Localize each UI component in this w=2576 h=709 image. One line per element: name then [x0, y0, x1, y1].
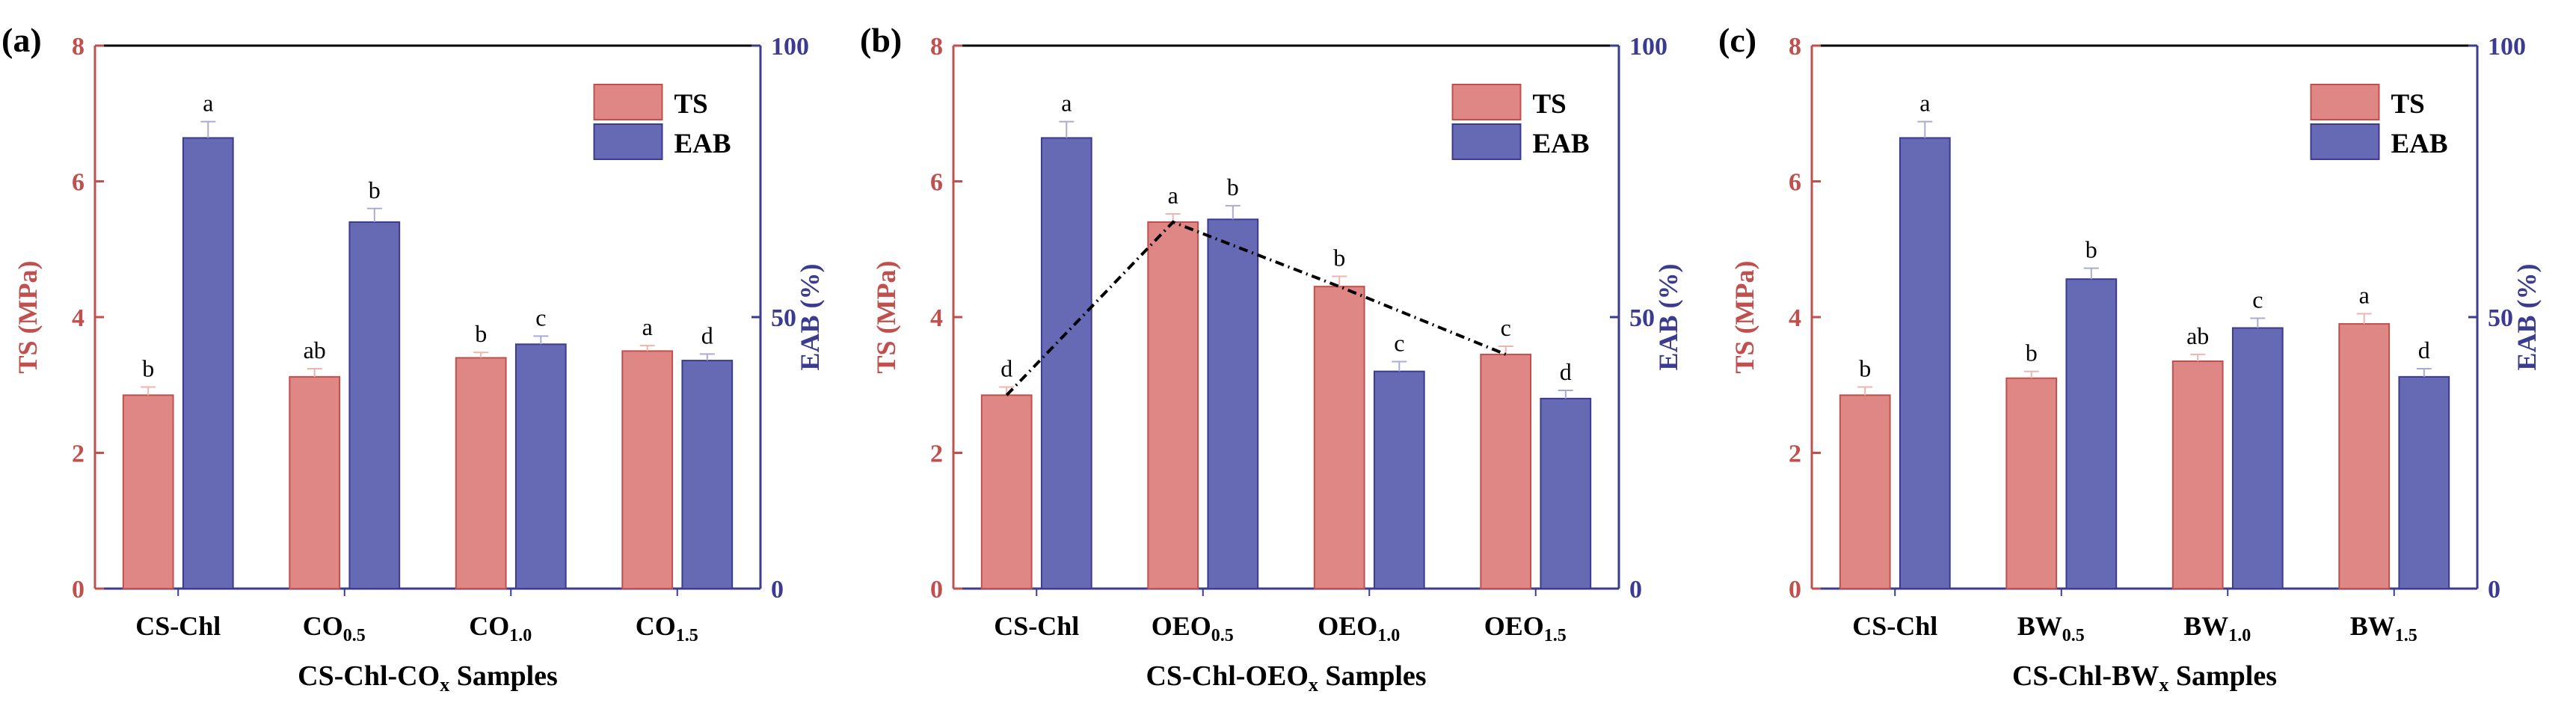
svg-text:EAB: EAB — [1533, 129, 1590, 159]
svg-text:100: 100 — [2488, 33, 2526, 61]
svg-text:b: b — [1859, 354, 1871, 381]
svg-text:0: 0 — [72, 576, 84, 604]
svg-text:c: c — [1394, 330, 1404, 357]
svg-text:CS-Chl-OEOx Samples: CS-Chl-OEOx Samples — [1146, 660, 1426, 696]
svg-text:100: 100 — [1629, 33, 1667, 61]
svg-text:6: 6 — [72, 169, 84, 197]
svg-text:(c): (c) — [1718, 21, 1756, 59]
svg-text:d: d — [1000, 354, 1012, 381]
svg-text:EAB (%): EAB (%) — [2512, 264, 2542, 371]
svg-text:c: c — [2252, 286, 2263, 313]
svg-text:0: 0 — [930, 576, 943, 604]
svg-text:2: 2 — [1789, 441, 1801, 468]
svg-text:c: c — [1501, 314, 1511, 341]
svg-text:TS: TS — [674, 89, 708, 120]
svg-text:d: d — [2418, 337, 2430, 363]
svg-text:a: a — [1168, 182, 1178, 209]
svg-text:0: 0 — [771, 576, 784, 604]
svg-text:a: a — [1061, 90, 1072, 117]
svg-text:(b): (b) — [860, 21, 902, 59]
svg-text:50: 50 — [771, 304, 796, 332]
svg-text:EAB: EAB — [674, 129, 731, 159]
svg-text:a: a — [2359, 281, 2370, 308]
svg-text:a: a — [203, 90, 213, 117]
svg-text:CS-Chl: CS-Chl — [135, 611, 221, 641]
svg-text:b: b — [1333, 245, 1345, 271]
svg-text:8: 8 — [1789, 33, 1801, 61]
svg-text:ab: ab — [304, 337, 326, 363]
svg-text:a: a — [1919, 90, 1930, 117]
svg-text:0: 0 — [1789, 576, 1801, 604]
svg-text:EAB (%): EAB (%) — [1653, 264, 1683, 371]
svg-text:2: 2 — [930, 441, 943, 468]
svg-text:CS-Chl-COx Samples: CS-Chl-COx Samples — [298, 660, 558, 696]
svg-text:b: b — [2026, 340, 2038, 366]
svg-text:TS: TS — [2391, 89, 2425, 120]
svg-text:b: b — [142, 354, 154, 381]
svg-text:TS (MPa): TS (MPa) — [1730, 261, 1759, 374]
svg-text:EAB (%): EAB (%) — [795, 264, 825, 371]
svg-text:ab: ab — [2186, 322, 2209, 349]
svg-text:8: 8 — [72, 33, 84, 61]
svg-text:50: 50 — [2488, 304, 2513, 332]
svg-text:CS-Chl-BWx Samples: CS-Chl-BWx Samples — [2012, 660, 2277, 696]
svg-text:0: 0 — [2488, 576, 2500, 604]
svg-text:4: 4 — [1789, 304, 1801, 332]
svg-text:TS (MPa): TS (MPa) — [13, 261, 43, 374]
svg-text:b: b — [475, 320, 487, 347]
svg-text:CS-Chl: CS-Chl — [994, 611, 1079, 641]
svg-text:4: 4 — [72, 304, 84, 332]
svg-text:6: 6 — [1789, 169, 1801, 197]
svg-text:2: 2 — [72, 441, 84, 468]
svg-text:50: 50 — [1629, 304, 1655, 332]
svg-text:(a): (a) — [1, 21, 42, 59]
svg-text:b: b — [369, 177, 381, 203]
svg-text:100: 100 — [771, 33, 809, 61]
svg-text:6: 6 — [930, 169, 943, 197]
svg-text:a: a — [642, 313, 653, 340]
svg-text:TS: TS — [1533, 89, 1567, 120]
svg-text:4: 4 — [930, 304, 943, 332]
svg-text:d: d — [701, 322, 713, 349]
svg-text:b: b — [2085, 236, 2097, 263]
svg-text:CS-Chl: CS-Chl — [1852, 611, 1937, 641]
svg-text:0: 0 — [1629, 576, 1642, 604]
svg-text:8: 8 — [930, 33, 943, 61]
svg-text:d: d — [1560, 358, 1572, 385]
svg-text:b: b — [1227, 174, 1239, 200]
svg-text:c: c — [535, 304, 546, 331]
svg-text:TS (MPa): TS (MPa) — [871, 261, 901, 374]
svg-text:EAB: EAB — [2391, 129, 2448, 159]
